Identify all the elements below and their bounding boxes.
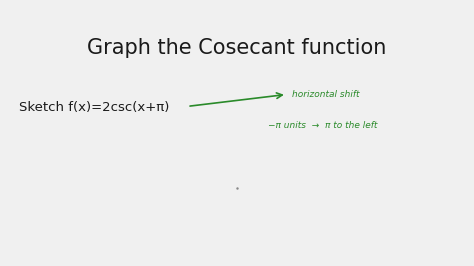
Text: −π units  →  π to the left: −π units → π to the left (268, 120, 377, 130)
Text: horizontal shift: horizontal shift (292, 90, 359, 99)
Text: Graph the Cosecant function: Graph the Cosecant function (87, 38, 387, 58)
Text: Sketch f(x)=2csc(x+π): Sketch f(x)=2csc(x+π) (19, 101, 169, 114)
